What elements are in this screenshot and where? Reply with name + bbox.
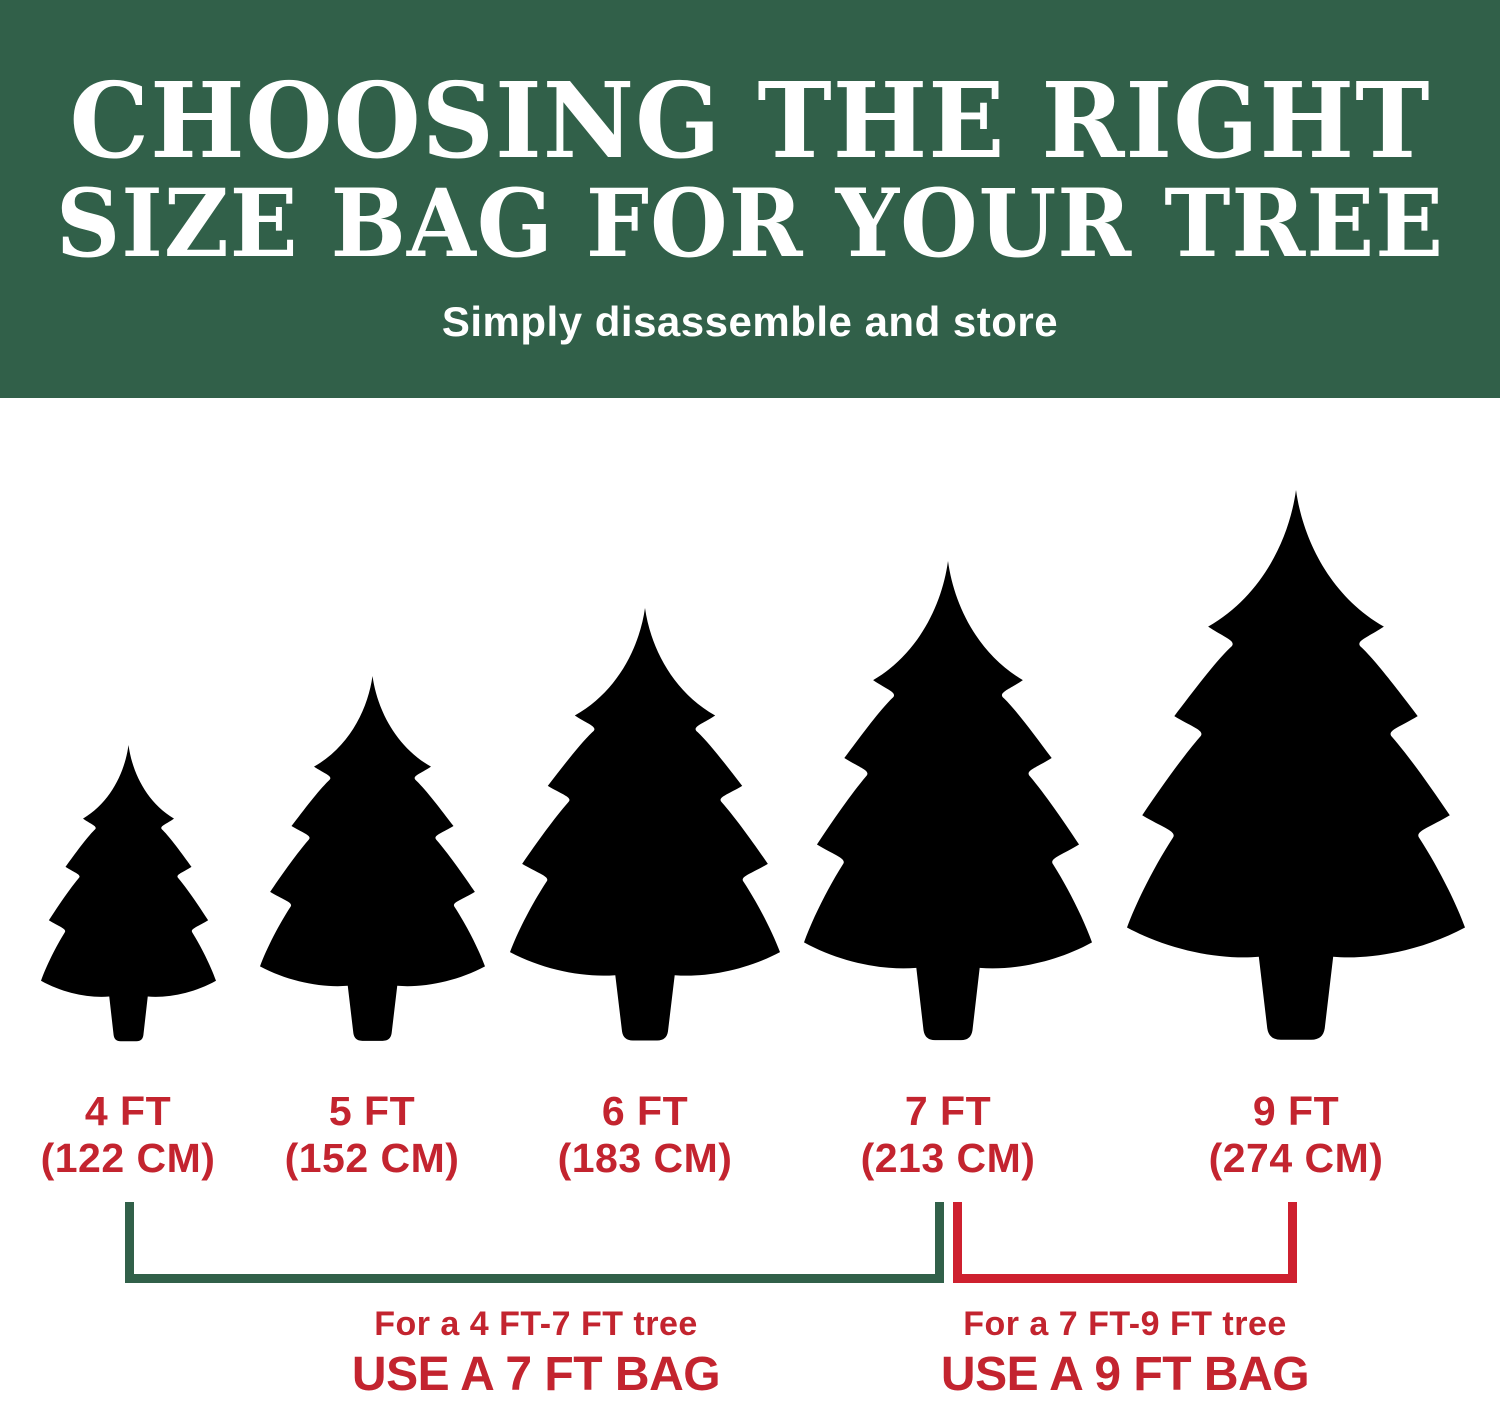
size-cm: (183 CM) [557, 1135, 733, 1181]
tree-silhouette-9ft [1127, 490, 1465, 1043]
page-title-line2: SIZE BAG FOR YOUR TREE [55, 167, 1445, 279]
page-title-line1: CHOOSING THE RIGHT [69, 59, 1431, 182]
size-ft: 6 FT [601, 1088, 689, 1134]
recommendation-range: For a 7 FT-9 FT tree [963, 1305, 1287, 1343]
tree-size-label-6ft: 6 FT (183 CM) [515, 1088, 775, 1182]
recommendation-action: USE A 9 FT BAG [940, 1348, 1310, 1401]
recommendation-7ft-bag: For a 4 FT-7 FT tree USE A 7 FT BAG [236, 1304, 836, 1400]
tree-silhouette-5ft [260, 676, 485, 1043]
recommendation-9ft-bag: For a 7 FT-9 FT tree USE A 9 FT BAG [825, 1304, 1425, 1400]
tree-silhouette-4ft [41, 745, 216, 1043]
bracket-4ft-7ft [125, 1202, 944, 1283]
tree-size-label-7ft: 7 FT (213 CM) [818, 1088, 1078, 1182]
page-subtitle: Simply disassemble and store [441, 298, 1059, 345]
tree-silhouette-7ft [804, 561, 1092, 1043]
recommendation-range: For a 4 FT-7 FT tree [374, 1305, 698, 1343]
size-ft: 5 FT [328, 1088, 416, 1134]
tree-size-label-9ft: 9 FT (274 CM) [1166, 1088, 1426, 1182]
recommendation-action: USE A 7 FT BAG [351, 1348, 721, 1401]
size-ft: 7 FT [904, 1088, 992, 1134]
size-cm: (274 CM) [1208, 1135, 1384, 1181]
size-cm: (152 CM) [284, 1135, 460, 1181]
size-ft: 4 FT [84, 1088, 172, 1134]
header-banner: CHOOSING THE RIGHT SIZE BAG FOR YOUR TRE… [0, 0, 1500, 398]
tree-silhouette-6ft [510, 608, 780, 1043]
tree-size-label-5ft: 5 FT (152 CM) [242, 1088, 502, 1182]
tree-size-label-4ft: 4 FT (122 CM) [0, 1088, 258, 1182]
size-ft: 9 FT [1252, 1088, 1340, 1134]
size-cm: (122 CM) [40, 1135, 216, 1181]
bracket-7ft-9ft [953, 1202, 1297, 1283]
size-cm: (213 CM) [860, 1135, 1036, 1181]
